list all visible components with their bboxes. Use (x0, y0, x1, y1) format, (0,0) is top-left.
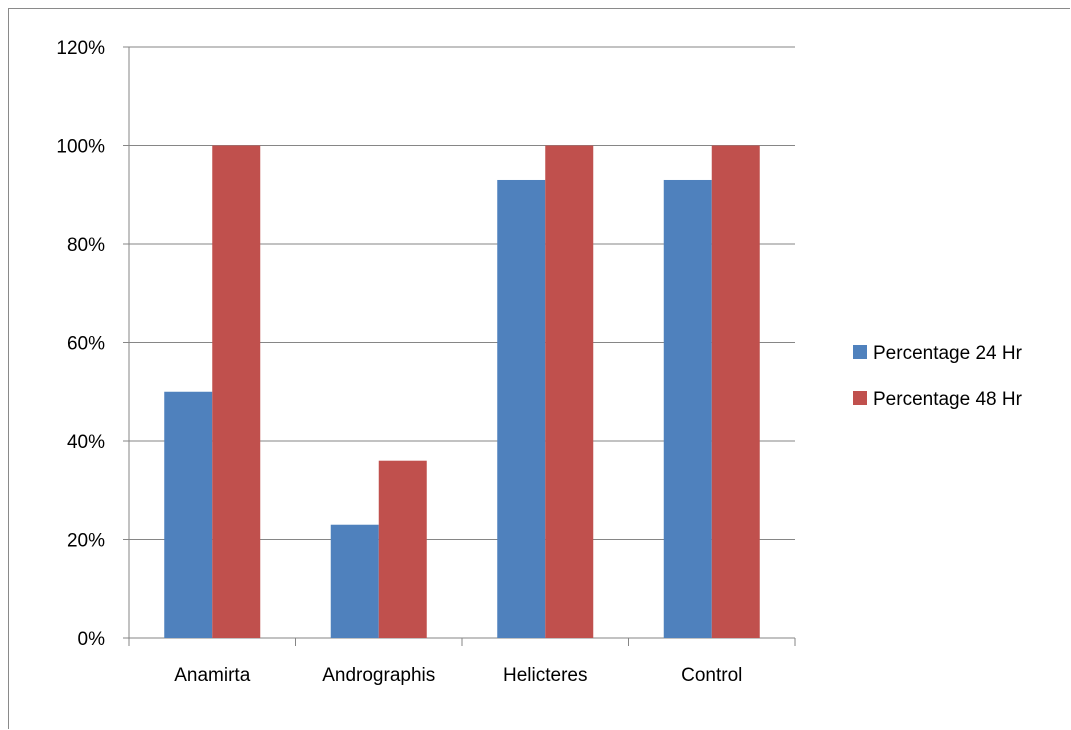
bar-control-series-2 (711, 145, 760, 638)
bar-helicteres-series-2 (545, 145, 594, 638)
x-category-label: Andrographis (322, 665, 435, 686)
y-tick-label: 60% (67, 334, 105, 355)
bar-anamirta-series-1 (164, 391, 213, 638)
y-tick-label: 100% (56, 137, 105, 158)
y-tick-label: 80% (67, 235, 105, 256)
x-axis-category-labels: Anamirta Andrographis Helicteres Control (174, 665, 742, 686)
bar-andrographis-series-1 (330, 524, 379, 638)
y-tick-label: 40% (67, 432, 105, 453)
y-tick-label: 0% (78, 629, 106, 650)
y-tick-label: 20% (67, 531, 105, 552)
chart-frame (8, 8, 1070, 729)
legend-swatch (853, 391, 867, 405)
x-category-label: Anamirta (174, 665, 250, 686)
legend: Percentage 24 Hr Percentage 48 Hr (853, 343, 1023, 410)
y-tick-label: 120% (56, 38, 105, 59)
legend-label: Percentage 24 Hr (873, 343, 1023, 364)
x-category-label: Control (681, 665, 742, 686)
legend-label: Percentage 48 Hr (873, 389, 1023, 410)
bar-control-series-1 (663, 179, 712, 638)
bars (164, 145, 760, 638)
bar-helicteres-series-1 (497, 179, 546, 638)
x-category-label: Helicteres (503, 665, 587, 686)
y-axis-tick-labels: 0% 20% 40% 60% 80% 100% 120% (56, 38, 105, 650)
bar-andrographis-series-2 (378, 460, 427, 638)
bar-anamirta-series-2 (212, 145, 261, 638)
legend-swatch (853, 345, 867, 359)
